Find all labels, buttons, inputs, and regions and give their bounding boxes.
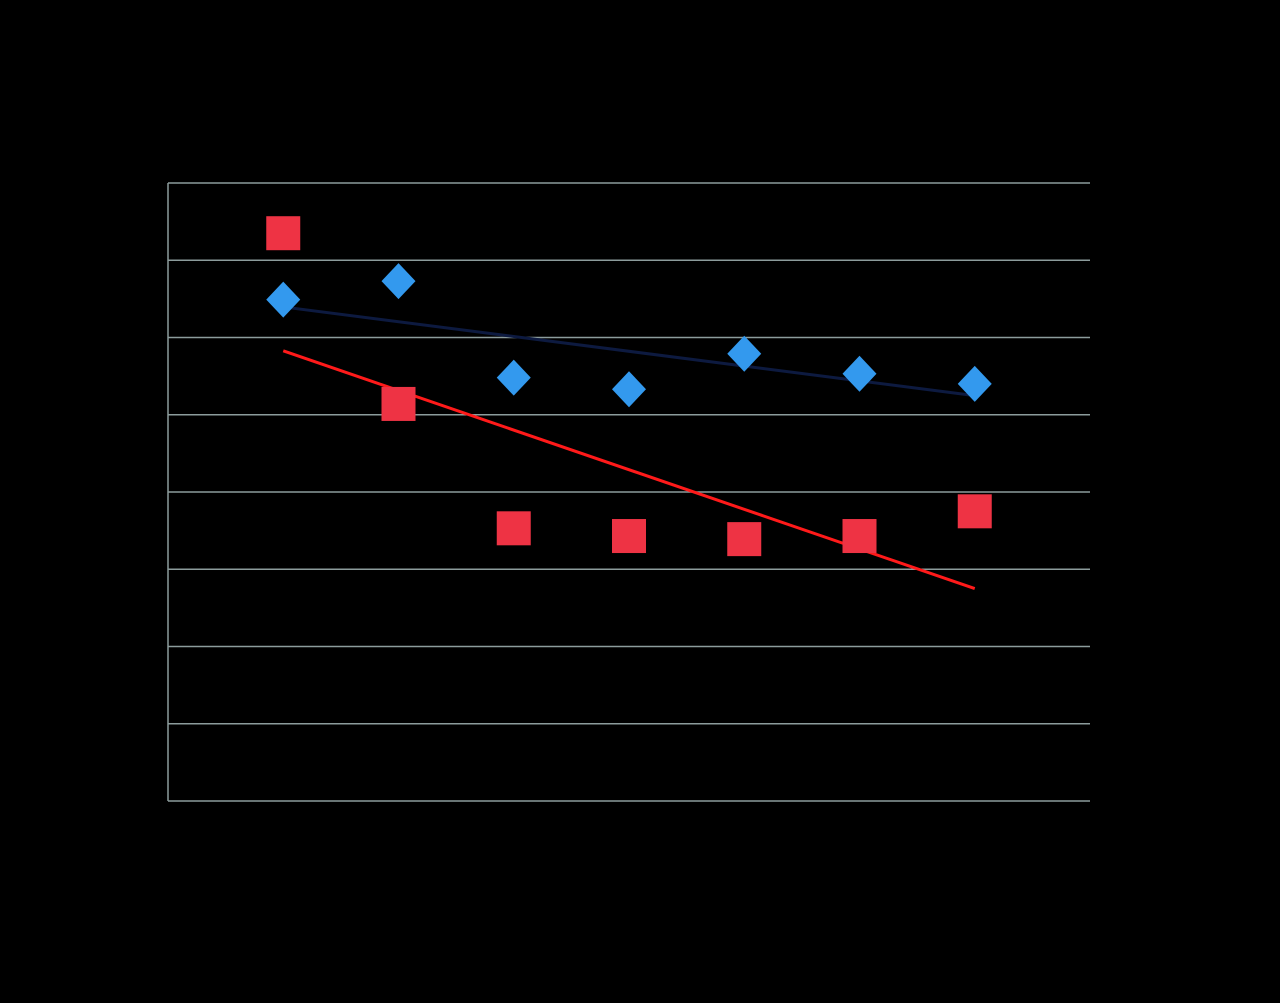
diamond-point	[612, 371, 646, 408]
y-tick-label: 1	[150, 714, 158, 730]
y-tick-label: 3	[150, 560, 158, 576]
square-point	[957, 494, 992, 529]
y-tick-label: 7	[150, 251, 158, 267]
square-point	[842, 519, 877, 554]
diamond-point	[266, 281, 301, 318]
square-point	[496, 511, 531, 546]
y-tick-label: 6	[150, 328, 158, 344]
y-tick-label: 4	[150, 483, 158, 499]
diamond-point	[957, 365, 992, 402]
y-tick-label: 8	[150, 174, 158, 190]
diamond-point	[727, 335, 762, 372]
diamond-point	[381, 263, 416, 300]
diamond-point	[842, 355, 877, 392]
square-point	[727, 522, 762, 557]
y-tick-label: 2	[150, 637, 158, 653]
y-tick-label: 5	[150, 405, 158, 421]
square-point	[381, 386, 416, 421]
square-point	[612, 519, 646, 554]
diamond-point	[496, 359, 531, 396]
y-tick-label: 0	[150, 792, 158, 808]
square-point	[266, 216, 301, 251]
